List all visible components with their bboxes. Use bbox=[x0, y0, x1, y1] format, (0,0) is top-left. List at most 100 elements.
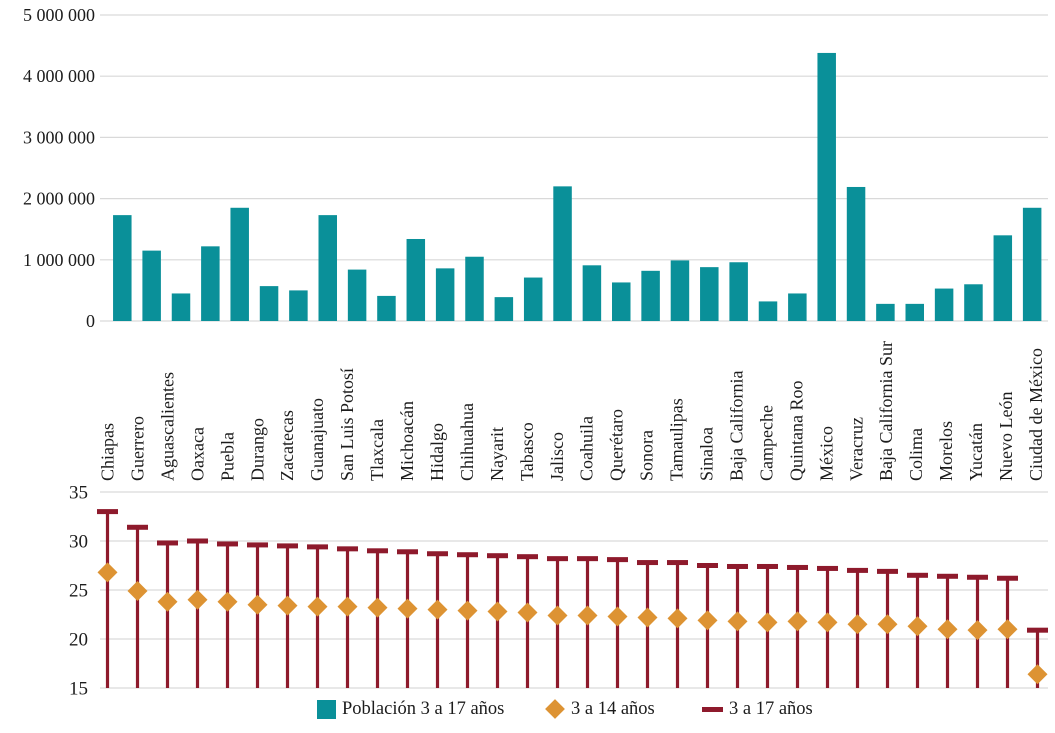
population-bar bbox=[318, 215, 337, 321]
x-axis-state-label: Sonora bbox=[637, 430, 657, 481]
x-axis-state-label: Ciudad de México bbox=[1026, 348, 1046, 481]
population-bar bbox=[377, 295, 396, 321]
population-bar bbox=[113, 215, 132, 321]
diamond-marker-3-14 bbox=[637, 607, 658, 628]
x-axis-state-label: Nuevo León bbox=[996, 392, 1016, 481]
y-axis-tick-label: 1 000 000 bbox=[23, 250, 95, 270]
diamond-marker-3-14 bbox=[847, 614, 868, 635]
range-cap-3-17 bbox=[127, 524, 148, 530]
legend-item-3-14: 3 a 14 años bbox=[545, 696, 655, 722]
x-axis-state-label: Puebla bbox=[217, 432, 237, 481]
diamond-marker-3-14 bbox=[997, 619, 1018, 640]
x-axis-state-label: Querétaro bbox=[607, 409, 627, 481]
range-cap-3-17 bbox=[217, 541, 238, 547]
population-bar-chart: 5 000 000 4 000 000 3 000 000 2 000 000 1 00… bbox=[23, 5, 1048, 481]
range-cap-3-17 bbox=[97, 509, 118, 515]
population-bar bbox=[817, 52, 836, 321]
range-cap-3-17 bbox=[427, 551, 448, 557]
diamond-marker-3-14 bbox=[577, 605, 598, 626]
x-axis-state-label: Morelos bbox=[936, 421, 956, 481]
x-axis-state-label: Chihuahua bbox=[457, 403, 477, 481]
range-cap-3-17 bbox=[487, 553, 508, 559]
y-axis-tick-label: 35 bbox=[69, 485, 88, 504]
diamond-marker-3-14 bbox=[877, 614, 898, 635]
range-cap-3-17 bbox=[367, 548, 388, 554]
range-cap-3-17 bbox=[577, 556, 598, 562]
teal-square-marker-icon bbox=[317, 699, 336, 719]
x-axis-state-label: Michoacán bbox=[397, 401, 417, 481]
diamond-marker-3-14 bbox=[1027, 664, 1048, 685]
x-axis-state-label: Baja California Sur bbox=[876, 341, 896, 481]
population-bar bbox=[494, 297, 514, 321]
range-cap-3-17 bbox=[907, 572, 928, 578]
population-bar bbox=[905, 303, 924, 321]
diamond-marker-3-14 bbox=[907, 616, 928, 637]
range-cap-3-17 bbox=[937, 573, 958, 579]
range-cap-3-17 bbox=[727, 563, 748, 569]
population-bar bbox=[406, 238, 426, 321]
range-cap-3-17 bbox=[277, 543, 298, 549]
range-cap-3-17 bbox=[817, 565, 838, 571]
range-cap-3-17 bbox=[847, 567, 868, 573]
range-cap-3-17 bbox=[787, 564, 808, 570]
legend-label-3-14: 3 a 14 años bbox=[571, 698, 655, 719]
population-bar bbox=[289, 290, 308, 321]
diamond-marker-3-14 bbox=[937, 619, 958, 640]
population-bar bbox=[347, 269, 367, 321]
diamond-marker-3-14 bbox=[697, 610, 718, 631]
y-axis-tick-label: 0 bbox=[86, 311, 95, 331]
x-axis-state-label: Nayarit bbox=[487, 427, 507, 481]
diamond-marker-3-14 bbox=[967, 620, 988, 641]
x-axis-state-label: Tabasco bbox=[517, 422, 537, 481]
population-bar bbox=[230, 207, 249, 321]
x-axis-state-label: Zacatecas bbox=[277, 410, 297, 481]
range-cap-3-17 bbox=[1027, 627, 1048, 633]
population-bar bbox=[259, 286, 279, 321]
range-cap-3-17 bbox=[547, 556, 568, 562]
orange-diamond-marker-icon bbox=[545, 699, 565, 719]
legend-item-3-17: 3 a 17 años bbox=[702, 696, 813, 722]
population-bar bbox=[934, 288, 954, 321]
range-cap-3-17 bbox=[457, 552, 478, 558]
x-axis-state-label: Chiapas bbox=[98, 423, 118, 481]
x-axis-state-label: Jalisco bbox=[547, 432, 567, 481]
diamond-marker-3-14 bbox=[517, 602, 538, 623]
range-cap-3-17 bbox=[637, 560, 658, 566]
diamond-marker-3-14 bbox=[217, 591, 238, 612]
range-cap-3-17 bbox=[397, 549, 418, 555]
population-bar bbox=[582, 265, 602, 321]
population-bar bbox=[142, 250, 161, 321]
diamond-marker-3-14 bbox=[787, 611, 808, 632]
x-axis-state-label: México bbox=[816, 426, 836, 481]
population-bar bbox=[729, 262, 748, 321]
y-axis-tick-label: 5 000 000 bbox=[23, 5, 95, 25]
diamond-marker-3-14 bbox=[187, 589, 208, 610]
range-cap-3-17 bbox=[307, 544, 328, 550]
population-bar bbox=[846, 186, 866, 321]
population-bar bbox=[201, 246, 220, 321]
diamond-marker-3-14 bbox=[667, 608, 688, 629]
range-cap-3-17 bbox=[967, 574, 988, 580]
range-cap-3-17 bbox=[337, 546, 358, 552]
y-axis-tick-label: 2 000 000 bbox=[23, 189, 95, 209]
diamond-marker-3-14 bbox=[337, 596, 358, 617]
diamond-marker-3-14 bbox=[397, 598, 418, 619]
range-cap-3-17 bbox=[997, 575, 1018, 581]
population-bar bbox=[788, 293, 807, 321]
population-bar bbox=[171, 293, 191, 321]
x-axis-state-label: Yucatán bbox=[966, 423, 986, 481]
y-axis-tick-label: 20 bbox=[69, 630, 88, 651]
population-bar bbox=[435, 268, 455, 321]
population-bar bbox=[964, 284, 983, 321]
x-axis-state-label: Oaxaca bbox=[187, 427, 207, 481]
x-axis-state-label: Sinaloa bbox=[697, 427, 717, 481]
range-cap-3-17 bbox=[517, 554, 538, 560]
percentage-lollipop-chart: 35 30 25 20 15 bbox=[69, 485, 1048, 700]
chart-legend: Población 3 a 17 años 3 a 14 años 3 a 17… bbox=[0, 696, 1055, 722]
diamond-marker-3-14 bbox=[457, 600, 478, 621]
maroon-dash-marker-icon bbox=[702, 706, 723, 712]
diamond-marker-3-14 bbox=[727, 611, 748, 632]
population-bar bbox=[523, 277, 543, 321]
range-cap-3-17 bbox=[667, 560, 688, 566]
